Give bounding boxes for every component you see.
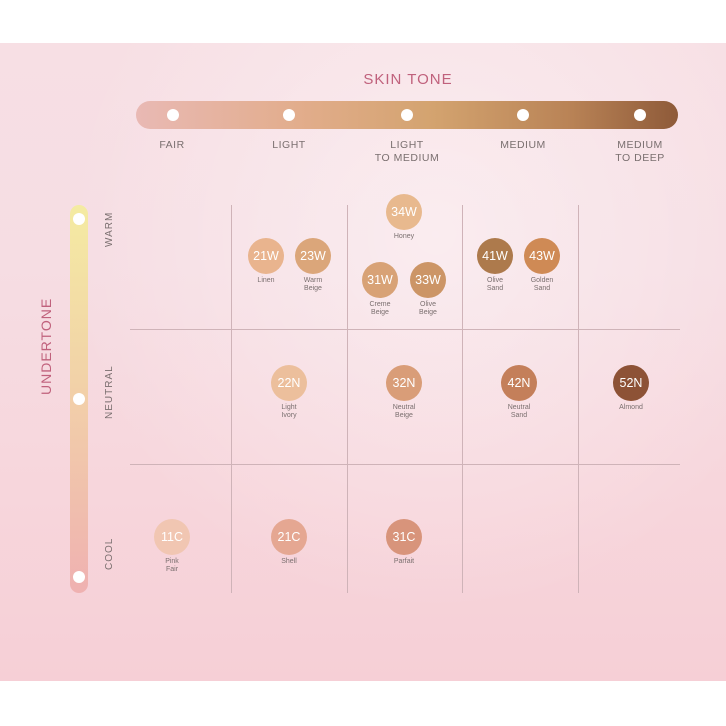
grid-column-divider [462,205,463,593]
shade-name: Neutral Sand [507,404,531,419]
tone-label-fair: FAIR [159,139,185,151]
shade-name: Almond [619,404,643,411]
shade-swatch: 21W [248,238,284,274]
tone-dot-light-to-medium [401,109,413,121]
shade-chart-panel: SKIN TONE FAIR LIGHT LIGHT TO MEDIUM MED… [0,43,726,681]
undertone-dot-warm [73,213,85,225]
shade-name: Creme Beige [369,301,391,316]
shade-swatch: 11C [154,519,190,555]
shade-32n[interactable]: 32N Neutral Beige [359,365,449,420]
shade-22n[interactable]: 22N Light Ivory [244,365,334,420]
tone-label-light: LIGHT [272,139,306,151]
shade-swatch: 32N [386,365,422,401]
grid-column-divider [578,205,579,593]
shade-swatch: 31W [362,262,398,298]
skin-tone-bar [136,101,678,129]
tone-label-light-to-medium: LIGHT TO MEDIUM [374,139,440,164]
shade-swatch: 22N [271,365,307,401]
grid-row-divider [130,329,680,330]
shade-swatch: 41W [477,238,513,274]
shade-name: Parfait [393,558,415,565]
shade-name: Light Ivory [281,404,297,419]
undertone-dot-cool [73,571,85,583]
shade-name: Olive Beige [419,301,437,316]
shade-swatch: 43W [524,238,560,274]
shade-name: Shell [281,558,297,565]
shade-name: Neutral Beige [392,404,416,419]
shade-name: Olive Sand [486,277,504,292]
shade-swatch: 33W [410,262,446,298]
shade-11c[interactable]: 11C Pink Fair [127,519,217,574]
tone-dot-medium [517,109,529,121]
grid-column-divider [347,205,348,593]
shade-name: Pink Fair [165,558,179,573]
shade-52n[interactable]: 52N Almond [586,365,676,412]
shade-name: Warm Beige [303,277,323,292]
undertone-title: UNDERTONE [38,297,54,395]
shade-21c[interactable]: 21C Shell [244,519,334,566]
shade-name: Honey [393,233,415,240]
tone-dot-medium-to-deep [634,109,646,121]
shade-swatch: 34W [386,194,422,230]
shade-33w[interactable]: 33W Olive Beige [383,262,473,317]
shade-34w[interactable]: 34W Honey [359,194,449,241]
shade-swatch: 42N [501,365,537,401]
shade-name: Golden Sand [530,277,554,292]
shade-31w[interactable]: 31W Creme Beige [335,262,425,317]
shade-swatch: 31C [386,519,422,555]
row-label-neutral: NEUTRAL [104,365,115,419]
tone-dot-light [283,109,295,121]
row-label-warm: WARM [104,211,115,247]
undertone-bar [70,205,88,593]
row-label-cool: COOL [104,537,115,570]
shade-swatch: 23W [295,238,331,274]
tone-dot-fair [167,109,179,121]
undertone-dot-neutral [73,393,85,405]
shade-23w[interactable]: 23W Warm Beige [268,238,358,293]
tone-label-medium-to-deep: MEDIUM TO DEEP [615,139,665,164]
shade-swatch: 21C [271,519,307,555]
shade-42n[interactable]: 42N Neutral Sand [474,365,564,420]
shade-41w[interactable]: 41W Olive Sand [450,238,540,293]
shade-21w[interactable]: 21W Linen [221,238,311,285]
shade-43w[interactable]: 43W Golden Sand [497,238,587,293]
shade-swatch: 52N [613,365,649,401]
grid-row-divider [130,464,680,465]
chart-title: SKIN TONE [363,71,453,88]
grid-column-divider [231,205,232,593]
shade-31c[interactable]: 31C Parfait [359,519,449,566]
shade-name: Linen [257,277,275,284]
tone-label-medium: MEDIUM [500,139,546,151]
